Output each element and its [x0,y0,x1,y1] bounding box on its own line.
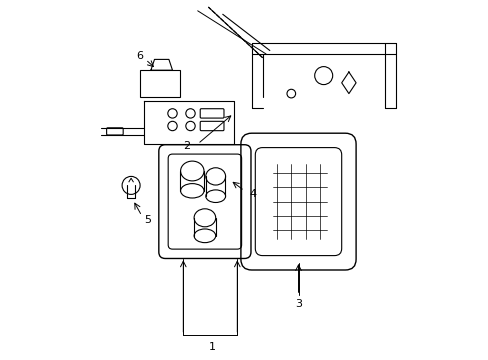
Text: 4: 4 [249,189,257,199]
Text: 1: 1 [208,342,215,352]
Text: 2: 2 [183,141,190,151]
Text: 6: 6 [136,51,143,61]
Bar [140,70,179,97]
Text: 3: 3 [294,299,302,309]
Text: 5: 5 [143,215,150,225]
